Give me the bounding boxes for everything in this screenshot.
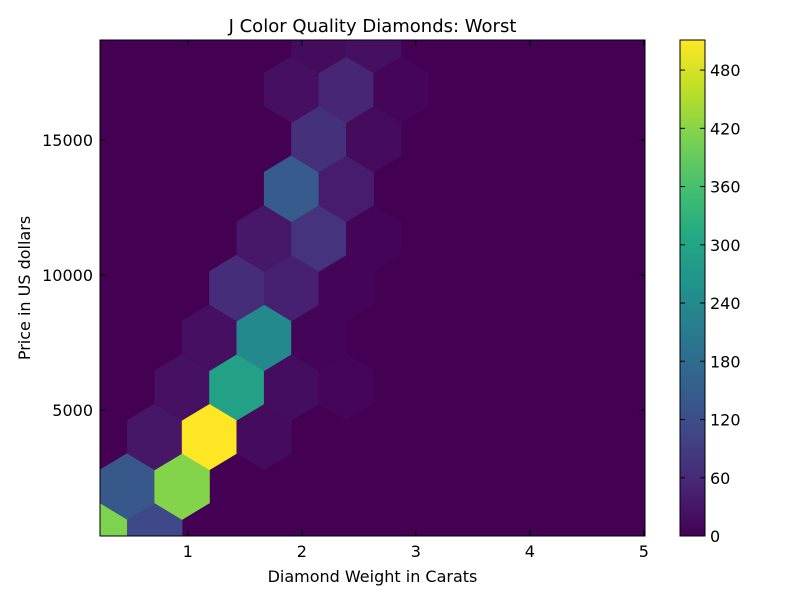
y-tick-label: 10000 bbox=[42, 266, 93, 285]
colorbar-tick-label: 180 bbox=[710, 352, 741, 371]
hexbin-cell bbox=[291, 40, 347, 74]
colorbar-tick-label: 480 bbox=[710, 61, 741, 80]
hexbin-cells bbox=[100, 40, 429, 536]
colorbar bbox=[679, 39, 706, 537]
hexbin-cell bbox=[345, 40, 402, 74]
y-tick-label: 15000 bbox=[42, 131, 93, 150]
colorbar-tick-label: 0 bbox=[710, 527, 720, 546]
x-tick-label: 1 bbox=[183, 542, 193, 561]
y-tick-label: 5000 bbox=[52, 401, 93, 420]
y-axis-ticks: 5000 10000 15000 bbox=[42, 131, 645, 420]
x-tick-label: 2 bbox=[297, 542, 307, 561]
colorbar-tick-label: 240 bbox=[710, 294, 741, 313]
x-tick-label: 4 bbox=[525, 542, 535, 561]
x-tick-label: 5 bbox=[639, 542, 649, 561]
colorbar-tick-label: 420 bbox=[710, 119, 741, 138]
x-axis-ticks: 1 2 3 4 5 bbox=[183, 40, 649, 561]
colorbar-tick-label: 300 bbox=[710, 236, 741, 255]
x-tick-label: 3 bbox=[411, 542, 421, 561]
plot-frame bbox=[99, 39, 646, 537]
colorbar-tick-label: 360 bbox=[710, 178, 741, 197]
chart-title: J Color Quality Diamonds: Worst bbox=[228, 16, 517, 37]
colorbar-ticks: 0 60 120 180 240 300 360 420 480 bbox=[680, 61, 741, 546]
y-axis-label: Price in US dollars bbox=[15, 216, 34, 360]
x-axis-label: Diamond Weight in Carats bbox=[268, 567, 478, 586]
colorbar-tick-label: 60 bbox=[710, 469, 730, 488]
colorbar-tick-label: 120 bbox=[710, 411, 741, 430]
